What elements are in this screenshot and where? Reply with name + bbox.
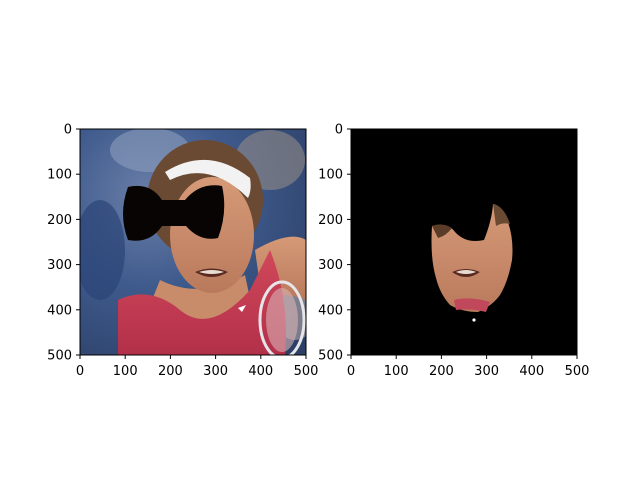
x-tick-label: 200 (158, 364, 183, 379)
x-tick-label: 400 (519, 364, 544, 379)
x-tick-label: 200 (429, 364, 454, 379)
x-tick-label: 0 (76, 364, 84, 379)
x-tick-label: 300 (203, 364, 228, 379)
occlusion-mask (123, 185, 225, 241)
left-axes-frame (79, 128, 307, 356)
left-panel (79, 128, 307, 356)
x-tick-label: 0 (347, 364, 355, 379)
x-tick-label: 100 (113, 364, 138, 379)
y-tick-label: 500 (318, 349, 343, 364)
y-tick-label: 0 (335, 123, 343, 138)
x-tick-label: 300 (474, 364, 499, 379)
y-tick-label: 300 (47, 258, 72, 273)
y-tick-label: 200 (318, 213, 343, 228)
right-axes-frame (350, 128, 578, 356)
face-segment (431, 204, 513, 312)
y-tick-label: 0 (64, 123, 72, 138)
left-image (80, 129, 306, 355)
axis-ticks: 0 100 200 300 400 500 0 100 200 300 400 500 0 100 200 3… (47, 123, 589, 380)
x-tick-label: 500 (294, 364, 319, 379)
y-tick-label: 200 (47, 213, 72, 228)
y-tick-label: 400 (318, 303, 343, 318)
y-tick-label: 100 (47, 168, 72, 183)
x-tick-label: 400 (248, 364, 273, 379)
y-tick-label: 300 (318, 258, 343, 273)
right-image (351, 129, 577, 355)
y-tick-label: 100 (318, 168, 343, 183)
x-tick-label: 100 (384, 364, 409, 379)
y-tick-label: 500 (47, 349, 72, 364)
y-tick-label: 400 (47, 303, 72, 318)
x-tick-label: 500 (565, 364, 590, 379)
right-panel (350, 128, 578, 356)
